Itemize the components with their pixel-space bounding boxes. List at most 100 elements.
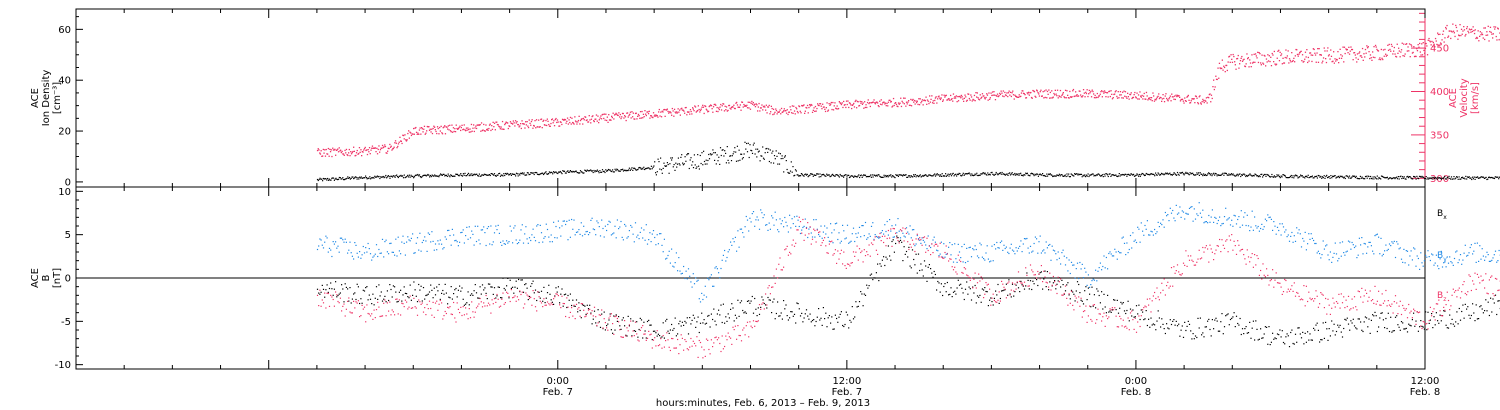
velocity-point	[1100, 91, 1102, 93]
velocity-point	[780, 107, 783, 110]
density-point	[365, 175, 367, 177]
density-point	[518, 173, 520, 175]
density-point	[762, 157, 765, 159]
velocity-point	[1479, 35, 1481, 37]
bx-point	[472, 294, 474, 296]
density-point	[957, 173, 959, 176]
bx-point	[484, 287, 486, 289]
velocity-point	[1269, 60, 1271, 63]
bx-point	[326, 284, 328, 286]
velocity-point	[917, 103, 919, 106]
bx-point	[526, 287, 528, 289]
density-point	[913, 174, 915, 176]
bx-point	[409, 284, 411, 286]
density-point	[680, 156, 682, 158]
bx-point	[856, 306, 858, 308]
density-point	[442, 173, 444, 175]
bx-point	[669, 329, 671, 331]
velocity-point	[1409, 56, 1411, 58]
bx-point	[684, 320, 686, 322]
velocity-point	[1129, 93, 1132, 96]
density-point	[652, 166, 654, 168]
velocity-point	[667, 110, 669, 113]
density-point	[987, 172, 989, 174]
velocity-point	[1261, 54, 1263, 56]
velocity-point	[929, 101, 931, 103]
density-point	[1321, 177, 1323, 179]
velocity-point	[482, 129, 484, 131]
velocity-point	[1329, 58, 1331, 60]
density-point	[779, 153, 781, 155]
velocity-point	[784, 110, 786, 112]
density-point	[761, 155, 763, 157]
bx-point	[485, 292, 487, 294]
velocity-point	[1207, 96, 1209, 98]
density-point	[324, 178, 326, 180]
density-point	[1426, 178, 1428, 180]
velocity-point	[1009, 94, 1011, 96]
velocity-point	[1284, 56, 1286, 59]
density-point	[457, 174, 459, 176]
density-point	[1163, 174, 1165, 176]
velocity-point	[814, 105, 817, 108]
velocity-point	[1369, 57, 1371, 60]
velocity-point	[508, 125, 510, 127]
velocity-point	[970, 96, 973, 98]
bx-point	[822, 307, 824, 309]
density-point	[419, 176, 421, 178]
velocity-point	[803, 104, 805, 106]
velocity-point	[595, 114, 598, 116]
density-point	[1355, 175, 1357, 177]
density-point	[1472, 176, 1474, 178]
velocity-point	[1095, 96, 1098, 98]
velocity-point	[973, 94, 976, 97]
density-point	[982, 172, 984, 174]
density-point	[819, 173, 821, 175]
density-point	[346, 177, 348, 179]
density-point	[570, 170, 572, 173]
velocity-point	[556, 119, 559, 121]
velocity-point	[1184, 100, 1187, 102]
density-point	[989, 174, 991, 176]
velocity-point	[1332, 60, 1334, 62]
bx-point	[897, 237, 899, 239]
velocity-point	[1060, 96, 1062, 98]
density-point	[775, 150, 777, 152]
density-point	[1061, 174, 1063, 176]
velocity-point	[815, 110, 817, 112]
density-point	[1090, 174, 1092, 176]
density-point	[343, 179, 346, 181]
density-point	[1216, 175, 1218, 177]
bx-point	[442, 289, 444, 292]
density-point	[1260, 173, 1262, 176]
velocity-point	[1450, 37, 1452, 40]
bx-point	[513, 292, 515, 294]
density-point	[1187, 172, 1189, 174]
density-point	[939, 175, 941, 177]
velocity-point	[993, 91, 995, 93]
velocity-point	[499, 128, 501, 130]
velocity-point	[492, 121, 494, 123]
velocity-point	[1461, 33, 1463, 35]
density-point	[496, 174, 498, 176]
velocity-point	[445, 126, 447, 128]
velocity-point	[1213, 88, 1215, 91]
bx-point	[356, 283, 358, 285]
velocity-point	[1114, 93, 1116, 95]
velocity-point	[1335, 60, 1337, 62]
velocity-point	[1452, 23, 1454, 25]
velocity-point	[365, 149, 367, 152]
velocity-point	[1327, 47, 1329, 49]
density-point	[1329, 177, 1331, 179]
density-point	[925, 174, 927, 176]
velocity-point	[439, 130, 441, 132]
bx-point	[771, 312, 773, 314]
density-point	[653, 165, 655, 167]
velocity-point	[1392, 53, 1394, 55]
density-point	[1367, 175, 1369, 177]
velocity-point	[1361, 56, 1363, 58]
density-point	[1251, 175, 1254, 177]
density-point	[846, 176, 848, 178]
velocity-point	[1472, 26, 1474, 28]
bx-point	[374, 297, 376, 299]
